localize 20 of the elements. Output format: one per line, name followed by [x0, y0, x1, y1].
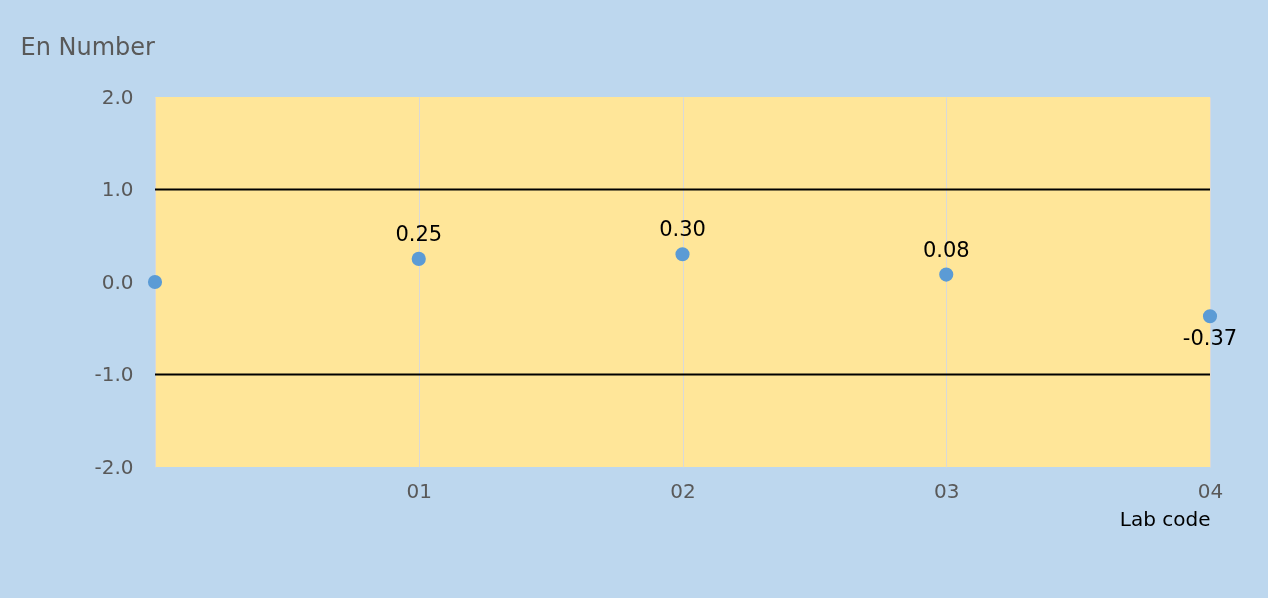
x-tick-label: 03 — [934, 478, 960, 503]
point — [147, 274, 163, 290]
y-tick-label: -2.0 — [94, 454, 134, 479]
x-tick-label: 02 — [670, 478, 696, 503]
data-label: 0.25 — [395, 221, 443, 246]
x-tick-label: 04 — [1197, 478, 1224, 503]
y-tick-label: 0.0 — [101, 269, 134, 294]
point — [411, 251, 426, 266]
data-label: -0.37 — [1182, 326, 1238, 351]
y-tick-label: -1.0 — [94, 362, 134, 386]
x-tick-label: 01 — [406, 478, 432, 503]
data-label: 0.30 — [659, 217, 706, 242]
y-tick-label: 2.0 — [101, 84, 134, 109]
point — [675, 247, 690, 262]
data-label: 0.08 — [922, 237, 970, 262]
y-tick-label: 1.0 — [101, 177, 134, 201]
point — [1202, 309, 1218, 324]
x-axis-title: Lab code — [1119, 506, 1211, 531]
y-axis-title: En Number — [20, 32, 156, 61]
point — [939, 267, 954, 282]
